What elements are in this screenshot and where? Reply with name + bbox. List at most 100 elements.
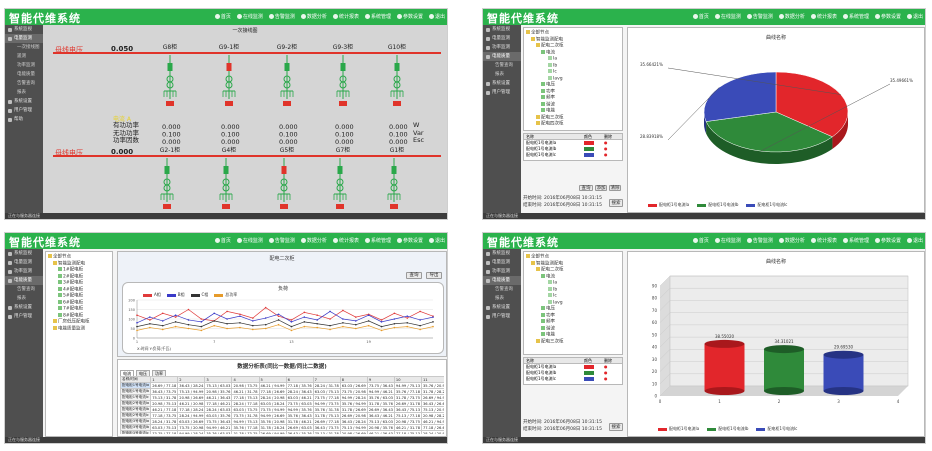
tree-node[interactable]: Iavg <box>526 299 620 307</box>
table-row[interactable]: 配电柜3号电流Ia 28.24 / 31.78 63.03 / 26.69 73.75… <box>120 418 444 425</box>
tree-node[interactable]: Iavg <box>526 75 620 83</box>
menu-item[interactable]: 在线监测 <box>236 237 263 244</box>
table-row[interactable]: 配电柜1号电流Ic ● <box>526 152 608 157</box>
menu-item[interactable]: 参数设置 <box>396 13 423 20</box>
menu-item[interactable]: 系统管理 <box>842 237 869 244</box>
sidebar-item[interactable]: 系统设置 <box>483 303 521 312</box>
sidebar-item[interactable]: 电量监测 <box>5 258 43 267</box>
table-row[interactable]: 配电柜3号电流Ic 73.75 / 77.18 94.99 / 28.24 35.76… <box>120 430 444 434</box>
sidebar-item[interactable]: 系统设置 <box>483 79 521 88</box>
table-row[interactable]: 配电柜1号电流Ia 26.69 / 77.18 36.43 / 28.24 75.13… <box>120 382 444 389</box>
tree-node[interactable]: 电流 <box>526 273 620 281</box>
tree-node[interactable]: 全部节点 <box>526 254 620 261</box>
sidebar-item[interactable]: 电能质量 <box>483 276 521 285</box>
delete-icon[interactable]: ● <box>604 146 608 151</box>
tree-node[interactable]: 配电三次柜 <box>526 338 620 346</box>
tree-node[interactable]: 1#配电柜 <box>48 267 110 274</box>
tree-node[interactable]: 谐波 <box>526 101 620 109</box>
menu-item[interactable]: 系统管理 <box>842 13 869 20</box>
tree-node[interactable]: Ic <box>526 69 620 76</box>
clear-button[interactable]: 清除 <box>609 185 621 191</box>
start-time[interactable]: 开始时间: 2016年06月08日 10:31:15 <box>523 420 603 425</box>
tree-node[interactable]: 频率 <box>526 319 620 326</box>
sidebar-item[interactable]: 系统设置 <box>5 303 43 312</box>
tree-node[interactable]: 全部节点 <box>48 254 110 261</box>
delete-icon[interactable]: ● <box>604 370 608 375</box>
sidebar-item[interactable]: 功率监测 <box>17 63 35 68</box>
menu-item[interactable]: 参数设置 <box>874 13 901 20</box>
tree-node[interactable]: 电压 <box>526 82 620 89</box>
tree-node[interactable]: 全部节点 <box>526 30 620 37</box>
menu-item[interactable]: 系统管理 <box>364 13 391 20</box>
tree-node[interactable]: Ib <box>526 286 620 294</box>
table-row[interactable]: 配电柜1号电流Ib 36.43 / 73.75 75.13 / 94.99 20.98… <box>120 388 444 395</box>
tree-node[interactable]: 电流 <box>526 49 620 57</box>
sidebar-item[interactable]: 功率监测 <box>5 267 43 276</box>
tree-node[interactable]: 智能监测配电 <box>526 36 620 44</box>
menu-item[interactable]: 首页 <box>692 237 709 244</box>
sidebar-item[interactable]: 告警查询 <box>495 287 513 292</box>
tree-node[interactable]: 7#配电柜 <box>48 306 110 313</box>
menu-item[interactable]: 退出 <box>906 237 923 244</box>
sidebar-item[interactable]: 用户管理 <box>5 106 43 115</box>
sidebar-item[interactable]: 帮助 <box>5 115 43 124</box>
tree-node[interactable]: 谐波 <box>526 325 620 333</box>
sidebar-item[interactable]: 系统监视 <box>483 25 521 34</box>
menu-item[interactable]: 退出 <box>428 13 445 20</box>
tree-node[interactable]: 频率 <box>526 95 620 102</box>
menu-item[interactable]: 在线监测 <box>236 13 263 20</box>
sidebar-item[interactable]: 告警查询 <box>17 287 35 292</box>
menu-item[interactable]: 参数设置 <box>396 237 423 244</box>
sidebar-item[interactable]: 电能质量 <box>17 72 35 77</box>
sidebar-item[interactable]: 系统监视 <box>5 25 43 34</box>
tree-node[interactable]: 配电二次柜 <box>526 267 620 274</box>
tree-node[interactable]: 功率 <box>526 312 620 320</box>
add-button[interactable]: 添加 <box>595 185 607 191</box>
tree-node[interactable]: Ia <box>526 56 620 63</box>
tree-node[interactable]: 电能 <box>526 332 620 339</box>
query-button[interactable]: 查询 <box>579 185 593 191</box>
table-row[interactable]: 配电柜1号电流Ia ● <box>526 140 608 145</box>
tree-node[interactable]: 8#配电柜 <box>48 312 110 320</box>
delete-icon[interactable]: ● <box>604 152 608 157</box>
tree-node[interactable]: 配电三次柜 <box>526 114 620 122</box>
delete-icon[interactable]: ● <box>604 376 608 381</box>
table-row[interactable]: 配电柜1号电流Ib ● <box>526 146 608 151</box>
sidebar-item[interactable]: 电量监测 <box>483 34 521 43</box>
tree-node[interactable]: 配电四次柜 <box>526 121 620 128</box>
table-row[interactable]: 配电柜3号电流Ib 63.03 / 75.13 73.75 / 20.98 94.99… <box>120 424 444 431</box>
tree-node[interactable]: Ib <box>526 62 620 70</box>
tree-node[interactable]: 电压 <box>526 306 620 313</box>
tree-node[interactable]: 智能监测配电 <box>526 260 620 268</box>
menu-item[interactable]: 参数设置 <box>874 237 901 244</box>
search-button[interactable]: 搜索 <box>609 423 623 431</box>
tree-node[interactable]: 4#配电柜 <box>48 286 110 294</box>
sidebar-item[interactable]: 用户管理 <box>5 312 43 321</box>
sidebar-item[interactable]: 系统监视 <box>5 249 43 258</box>
delete-icon[interactable]: ● <box>604 364 608 369</box>
menu-item[interactable]: 退出 <box>906 13 923 20</box>
sidebar-item[interactable]: 电能质量 <box>5 276 43 285</box>
sidebar-item[interactable]: 报表 <box>17 296 26 301</box>
start-time[interactable]: 开始时间: 2016年06月08日 10:31:15 <box>523 196 603 201</box>
menu-item[interactable]: 统计报表 <box>810 237 837 244</box>
menu-item[interactable]: 统计报表 <box>332 13 359 20</box>
menu-item[interactable]: 首页 <box>214 13 231 20</box>
menu-item[interactable]: 告警监测 <box>746 13 773 20</box>
menu-item[interactable]: 数据分析 <box>778 237 805 244</box>
tree-node[interactable]: 智能监测配电 <box>48 260 110 268</box>
sidebar-item[interactable]: 电量监测 <box>483 258 521 267</box>
search-button[interactable]: 搜索 <box>609 199 623 207</box>
sidebar-item[interactable]: 电量监测 <box>5 34 43 43</box>
tree-node[interactable]: 3#配电柜 <box>48 280 110 287</box>
sidebar-item[interactable]: 一次接线图 <box>17 45 40 50</box>
menu-item[interactable]: 在线监测 <box>714 13 741 20</box>
tree-node[interactable]: 配电二次柜 <box>526 43 620 50</box>
sidebar-item[interactable]: 告警查询 <box>495 63 513 68</box>
tree-node[interactable]: 2#配电柜 <box>48 273 110 281</box>
tree-node[interactable]: 电能质量监测 <box>48 325 110 333</box>
sidebar-item[interactable]: 报表 <box>495 72 504 77</box>
menu-item[interactable]: 告警监测 <box>268 237 295 244</box>
sidebar-item[interactable]: 告警查询 <box>17 81 35 86</box>
tree-node[interactable]: Ia <box>526 280 620 287</box>
